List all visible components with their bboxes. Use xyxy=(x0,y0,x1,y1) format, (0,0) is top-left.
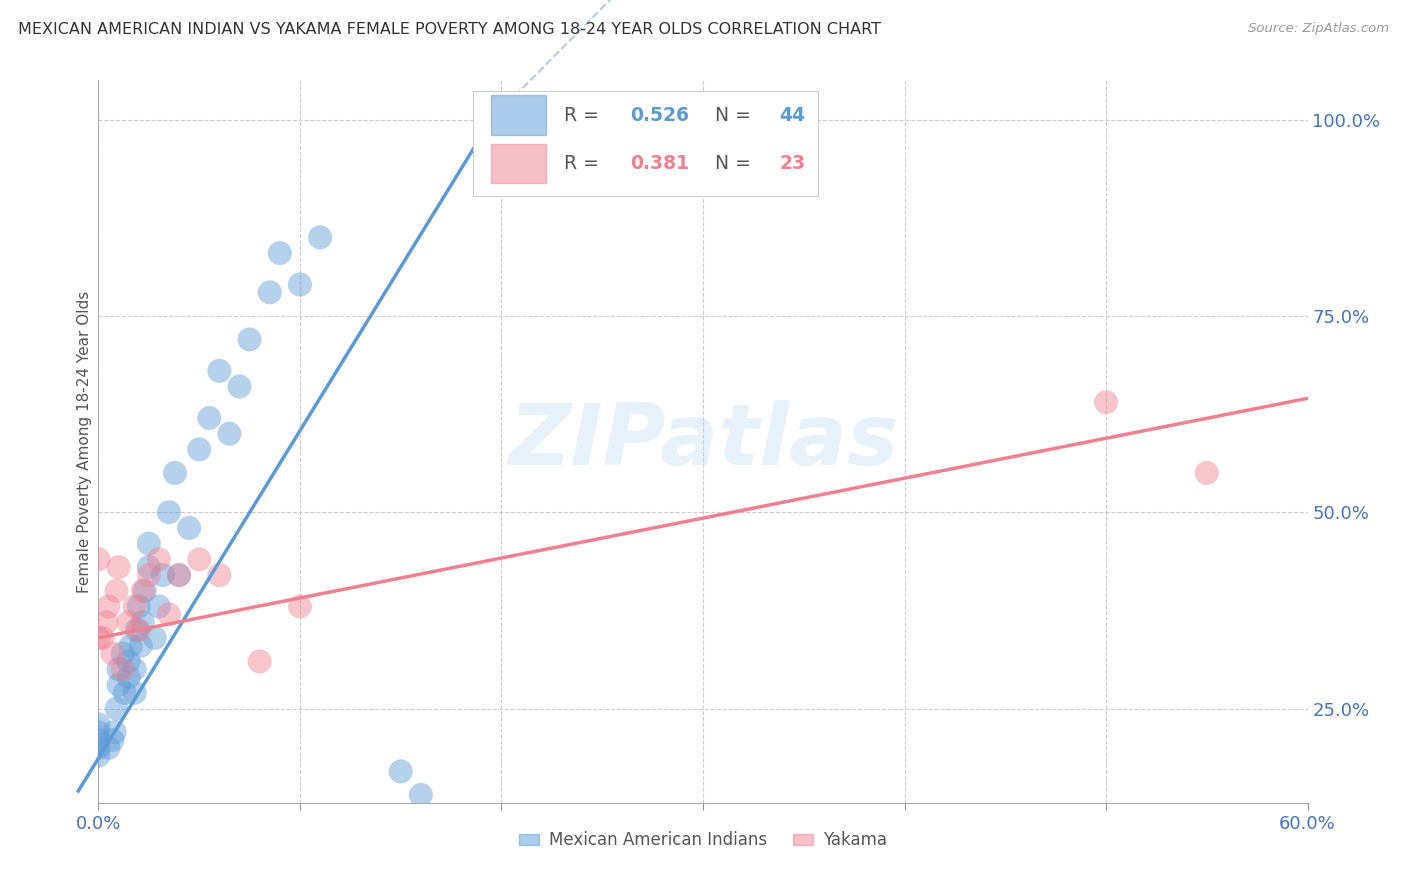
Point xyxy=(132,615,155,630)
Point xyxy=(87,748,110,763)
Point xyxy=(101,733,124,747)
Point xyxy=(167,568,190,582)
Point xyxy=(124,686,146,700)
Point xyxy=(111,647,134,661)
Point xyxy=(124,599,146,614)
Point xyxy=(107,560,129,574)
Point xyxy=(152,568,174,582)
Point xyxy=(87,740,110,755)
Point xyxy=(249,655,271,669)
Text: 0.381: 0.381 xyxy=(630,154,689,173)
Text: ZIPatlas: ZIPatlas xyxy=(508,400,898,483)
Point xyxy=(87,733,110,747)
Point xyxy=(91,631,114,645)
Point xyxy=(97,740,120,755)
Point xyxy=(157,505,180,519)
Bar xyxy=(492,144,546,184)
Point xyxy=(138,536,160,550)
Point xyxy=(1195,466,1218,480)
Point xyxy=(96,615,118,630)
Point xyxy=(97,599,120,614)
Point xyxy=(208,568,231,582)
Point xyxy=(163,466,186,480)
FancyBboxPatch shape xyxy=(474,91,818,196)
Point xyxy=(288,599,311,614)
Point xyxy=(87,552,110,566)
Point xyxy=(118,670,141,684)
Point xyxy=(157,607,180,622)
Point xyxy=(138,568,160,582)
Point xyxy=(188,552,211,566)
Point xyxy=(124,662,146,676)
Point xyxy=(87,725,110,739)
Point xyxy=(107,678,129,692)
Text: N =: N = xyxy=(703,154,756,173)
Point xyxy=(87,717,110,731)
Text: 44: 44 xyxy=(779,106,806,125)
Point xyxy=(118,655,141,669)
Point xyxy=(87,631,110,645)
Point xyxy=(409,788,432,802)
Point xyxy=(125,623,148,637)
Legend: Mexican American Indians, Yakama: Mexican American Indians, Yakama xyxy=(513,824,893,856)
Text: MEXICAN AMERICAN INDIAN VS YAKAMA FEMALE POVERTY AMONG 18-24 YEAR OLDS CORRELATI: MEXICAN AMERICAN INDIAN VS YAKAMA FEMALE… xyxy=(18,22,882,37)
Point xyxy=(198,411,221,425)
Point xyxy=(309,230,332,244)
Text: R =: R = xyxy=(564,106,605,125)
Point xyxy=(138,560,160,574)
Point xyxy=(239,333,262,347)
Point xyxy=(259,285,281,300)
Point xyxy=(105,583,128,598)
Text: 0.526: 0.526 xyxy=(630,106,689,125)
Point xyxy=(389,764,412,779)
Y-axis label: Female Poverty Among 18-24 Year Olds: Female Poverty Among 18-24 Year Olds xyxy=(77,291,91,592)
Point xyxy=(103,725,125,739)
Point xyxy=(188,442,211,457)
Point xyxy=(148,599,170,614)
Point xyxy=(129,639,152,653)
Point xyxy=(128,623,150,637)
Point xyxy=(148,552,170,566)
Point xyxy=(208,364,231,378)
Point xyxy=(179,521,201,535)
Point xyxy=(111,662,134,676)
Point xyxy=(128,599,150,614)
Point xyxy=(288,277,311,292)
Point xyxy=(228,379,250,393)
Point xyxy=(269,246,291,260)
Text: N =: N = xyxy=(703,106,756,125)
Point xyxy=(167,568,190,582)
Point xyxy=(143,631,166,645)
Point xyxy=(132,583,155,598)
Point xyxy=(107,662,129,676)
Text: Source: ZipAtlas.com: Source: ZipAtlas.com xyxy=(1249,22,1389,36)
Text: R =: R = xyxy=(564,154,605,173)
Point xyxy=(134,583,156,598)
Point xyxy=(105,701,128,715)
Point xyxy=(101,647,124,661)
Point xyxy=(114,686,136,700)
Point xyxy=(118,615,141,630)
Bar xyxy=(492,95,546,135)
Point xyxy=(120,639,142,653)
Point xyxy=(218,426,240,441)
Text: 23: 23 xyxy=(779,154,806,173)
Point xyxy=(1095,395,1118,409)
